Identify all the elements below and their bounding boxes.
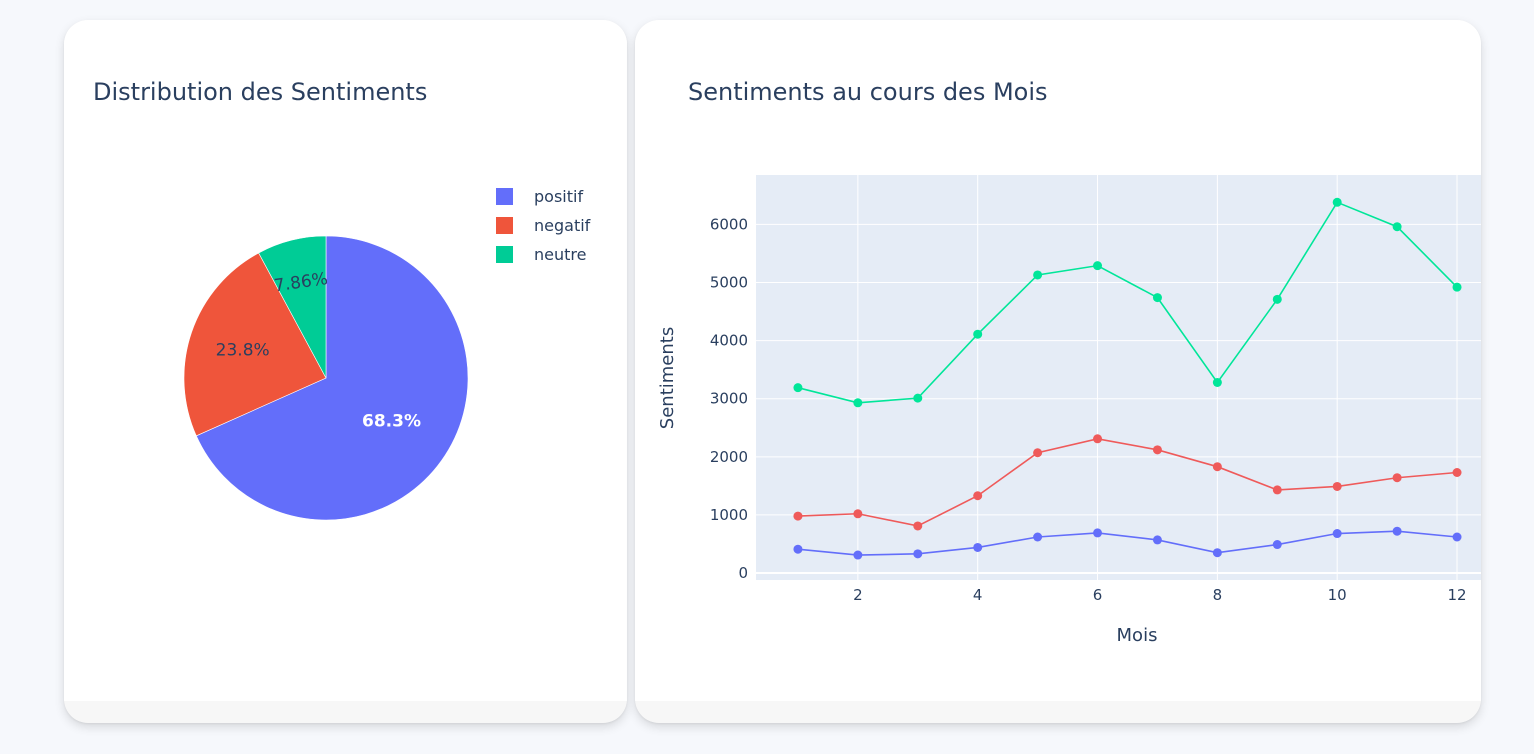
series-line[interactable] xyxy=(797,530,1458,556)
data-point[interactable] xyxy=(1033,270,1043,280)
legend-swatch-positif[interactable] xyxy=(496,188,513,205)
data-point[interactable] xyxy=(1392,222,1402,232)
plot-background xyxy=(756,175,1481,580)
data-point[interactable] xyxy=(973,329,983,339)
pie-slice-neutre[interactable] xyxy=(258,235,327,379)
data-point[interactable] xyxy=(913,393,923,403)
data-point[interactable] xyxy=(1332,197,1342,207)
line-chart-title: Sentiments au cours des Mois xyxy=(688,78,1048,106)
data-point[interactable] xyxy=(853,398,863,408)
x-tick-label: 12 xyxy=(1447,586,1466,604)
legend-label-positif[interactable]: positif xyxy=(534,187,583,206)
y-tick-label: 6000 xyxy=(710,215,748,233)
line-chart: Sentiments au cours des Mois 0 1000 2000 30… xyxy=(657,78,1481,646)
data-point[interactable] xyxy=(793,544,803,554)
pie-legend[interactable]: positif negatif neutre xyxy=(496,187,591,264)
data-point[interactable] xyxy=(853,550,863,560)
data-point[interactable] xyxy=(1093,434,1103,444)
data-point[interactable] xyxy=(853,509,863,519)
pie-label-negatif: 23.8% xyxy=(216,341,270,361)
data-point[interactable] xyxy=(913,521,923,531)
x-tick-label: 10 xyxy=(1328,586,1347,604)
y-tick-label: 2000 xyxy=(710,448,748,466)
series-0[interactable] xyxy=(793,197,1462,408)
data-point[interactable] xyxy=(1212,462,1222,472)
grid-lines xyxy=(756,175,1481,580)
data-point[interactable] xyxy=(793,511,803,521)
data-point[interactable] xyxy=(1272,540,1282,550)
x-axis-title: Mois xyxy=(1117,625,1158,646)
series-1[interactable] xyxy=(793,434,1462,531)
series-2[interactable] xyxy=(793,526,1462,560)
x-tick-label: 4 xyxy=(973,586,983,604)
y-tick-label: 0 xyxy=(738,564,748,582)
data-point[interactable] xyxy=(1452,282,1462,292)
data-point[interactable] xyxy=(1033,532,1043,542)
line-plot-area: Sentiments au cours des Mois 0 1000 2000 30… xyxy=(635,20,1481,701)
y-axis-title: Sentiments xyxy=(657,327,678,429)
data-point[interactable] xyxy=(1152,535,1162,545)
x-tick-label: 8 xyxy=(1213,586,1223,604)
y-tick-label: 3000 xyxy=(710,390,748,408)
data-point[interactable] xyxy=(793,383,803,393)
y-tick-label: 5000 xyxy=(710,273,748,291)
data-point[interactable] xyxy=(1093,261,1103,271)
pie-slice-positif[interactable] xyxy=(195,235,469,521)
pie-plot-area: Distribution des Sentiments 68.3% 23.8% 7.… xyxy=(64,20,627,701)
data-point[interactable] xyxy=(1152,293,1162,303)
data-point[interactable] xyxy=(1392,526,1402,536)
data-point[interactable] xyxy=(973,491,983,501)
legend-label-negatif[interactable]: negatif xyxy=(534,216,591,235)
pie-chart-card: Distribution des Sentiments 68.3% 23.8% 7.… xyxy=(64,20,627,723)
data-point[interactable] xyxy=(1332,481,1342,491)
series-line[interactable] xyxy=(797,437,1458,527)
y-tick-label: 1000 xyxy=(710,506,748,524)
y-tick-label: 4000 xyxy=(710,332,748,350)
data-point[interactable] xyxy=(1452,468,1462,478)
data-point[interactable] xyxy=(1212,377,1222,387)
legend-swatch-neutre[interactable] xyxy=(496,246,513,263)
data-point[interactable] xyxy=(1033,448,1043,458)
data-point[interactable] xyxy=(1093,528,1103,538)
x-tick-label: 2 xyxy=(853,586,863,604)
pie-chart-title: Distribution des Sentiments xyxy=(93,78,427,106)
data-point[interactable] xyxy=(1332,529,1342,539)
pie-chart: Distribution des Sentiments 68.3%23.8%7.… xyxy=(93,78,591,521)
data-point[interactable] xyxy=(1392,473,1402,483)
data-point[interactable] xyxy=(1272,485,1282,495)
line-chart-card: Sentiments au cours des Mois 0 1000 2000 30… xyxy=(635,20,1481,723)
data-point[interactable] xyxy=(973,542,983,552)
x-tick-label: 6 xyxy=(1093,586,1103,604)
data-point[interactable] xyxy=(1152,445,1162,455)
data-point[interactable] xyxy=(1212,548,1222,558)
pie-slice-negatif[interactable] xyxy=(183,252,327,437)
legend-label-neutre[interactable]: neutre xyxy=(534,245,586,264)
series-line[interactable] xyxy=(797,201,1458,404)
data-point[interactable] xyxy=(913,549,923,559)
legend-swatch-negatif[interactable] xyxy=(496,217,513,234)
data-point[interactable] xyxy=(1452,532,1462,542)
data-point[interactable] xyxy=(1272,294,1282,304)
pie-label-positif: 68.3% xyxy=(362,412,421,432)
